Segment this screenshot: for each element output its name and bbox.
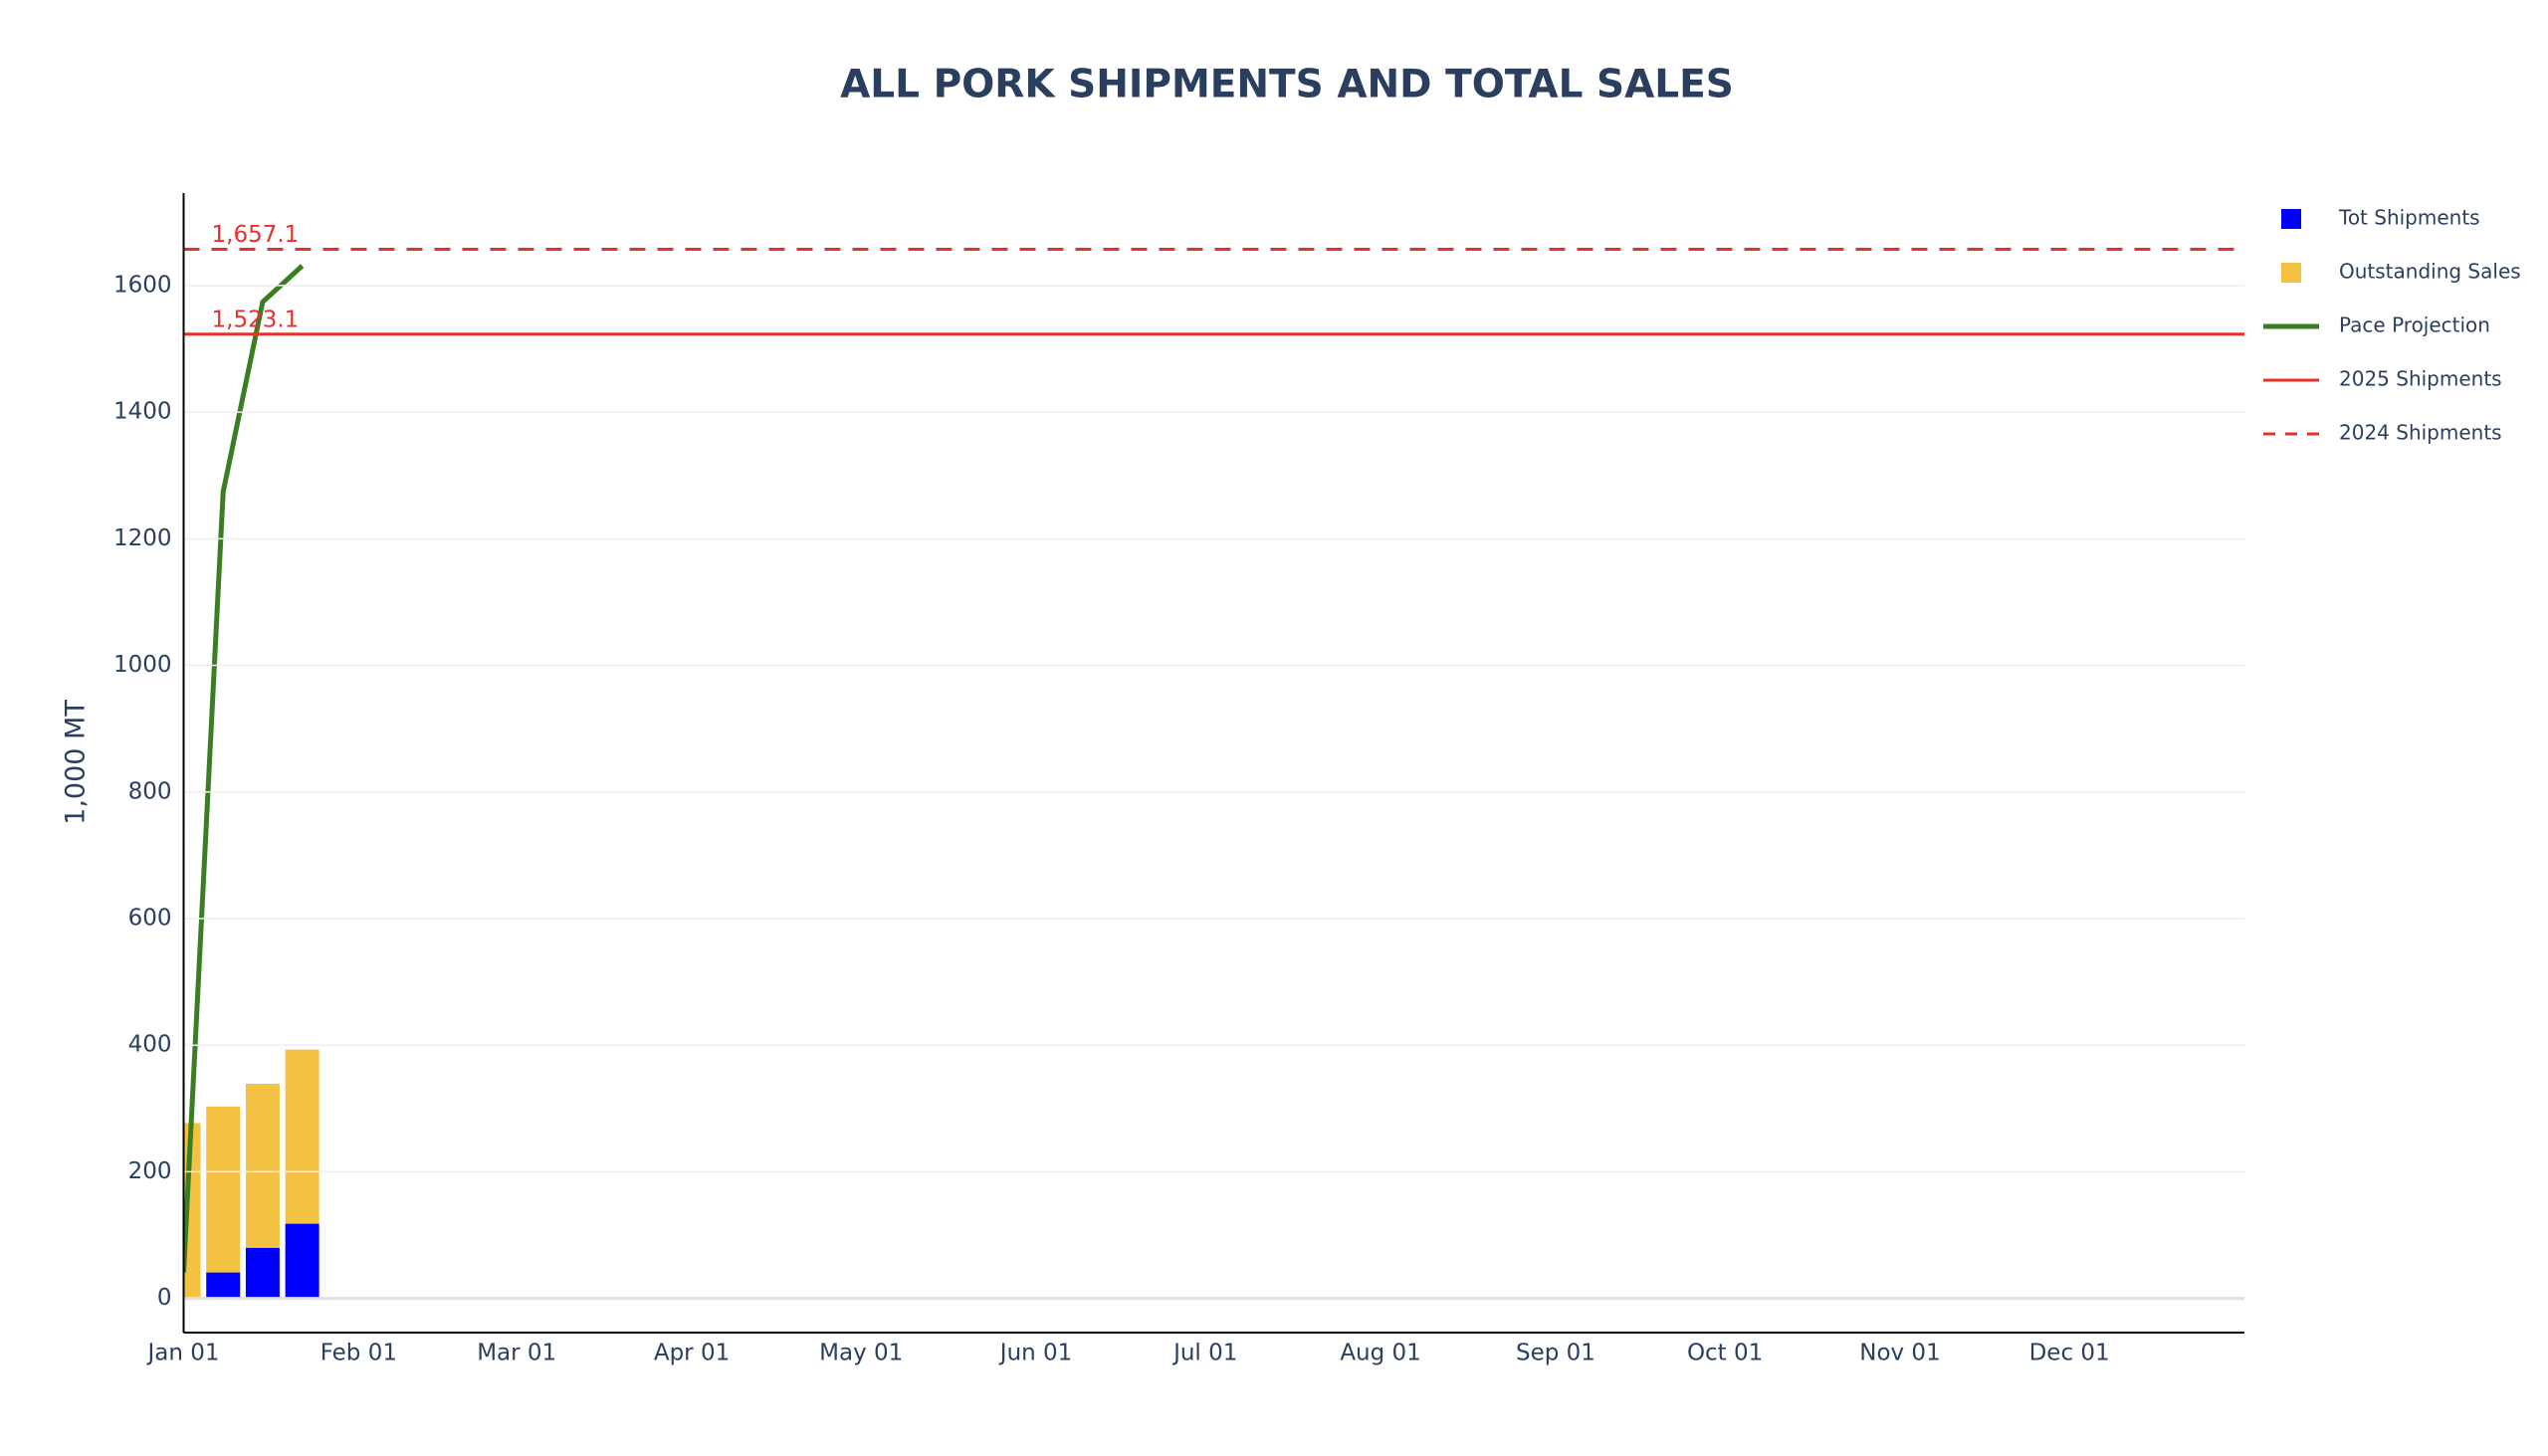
x-tick-label: Jun 01 [998,1341,1073,1366]
x-tick-label: Feb 01 [320,1341,397,1366]
legend-swatch [2281,209,2301,229]
bar [285,1223,319,1299]
x-tick-label: Nov 01 [1859,1341,1940,1366]
x-tick-label: Oct 01 [1687,1341,1763,1366]
y-tick-label: 0 [157,1285,172,1311]
line [183,264,305,1273]
x-tick-label: Apr 01 [654,1341,730,1366]
x-tick-label: Dec 01 [2029,1341,2110,1366]
y-tick-label: 200 [128,1158,172,1184]
y-tick-label: 1400 [113,399,172,425]
bar [206,1272,241,1299]
bar [206,1106,241,1273]
legend-label: 2025 Shipments [2339,367,2502,391]
reference-label: 1,657.1 [212,222,300,248]
legend-swatch [2281,263,2301,283]
bar [285,1049,319,1224]
chart-title: ALL PORK SHIPMENTS AND TOTAL SALES [840,63,1734,107]
x-tick-label: Aug 01 [1340,1341,1421,1366]
y-tick-label: 600 [128,905,172,931]
plot-area [183,264,319,1299]
legend-label: Outstanding Sales [2339,260,2521,284]
reference-label: 1,523.1 [212,307,300,332]
x-tick-label: May 01 [819,1341,903,1366]
bar [245,1247,280,1299]
y-tick-label: 800 [128,778,172,804]
legend-label: 2024 Shipments [2339,421,2502,445]
x-tick-label: Sep 01 [1516,1341,1595,1366]
x-tick-label: Jul 01 [1171,1341,1237,1366]
x-tick-label: Mar 01 [477,1341,556,1366]
y-axis-title: 1,000 MT [61,700,92,825]
x-tick-label: Jan 01 [145,1341,219,1366]
legend-label: Pace Projection [2339,313,2490,337]
legend-label: Tot Shipments [2338,206,2480,230]
y-tick-label: 400 [128,1032,172,1058]
bar [245,1084,280,1248]
y-tick-label: 1000 [113,652,172,678]
y-tick-label: 1200 [113,525,172,551]
y-tick-label: 1600 [113,272,172,298]
